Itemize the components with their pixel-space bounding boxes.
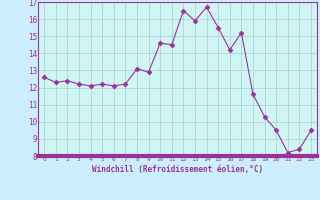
X-axis label: Windchill (Refroidissement éolien,°C): Windchill (Refroidissement éolien,°C)	[92, 165, 263, 174]
